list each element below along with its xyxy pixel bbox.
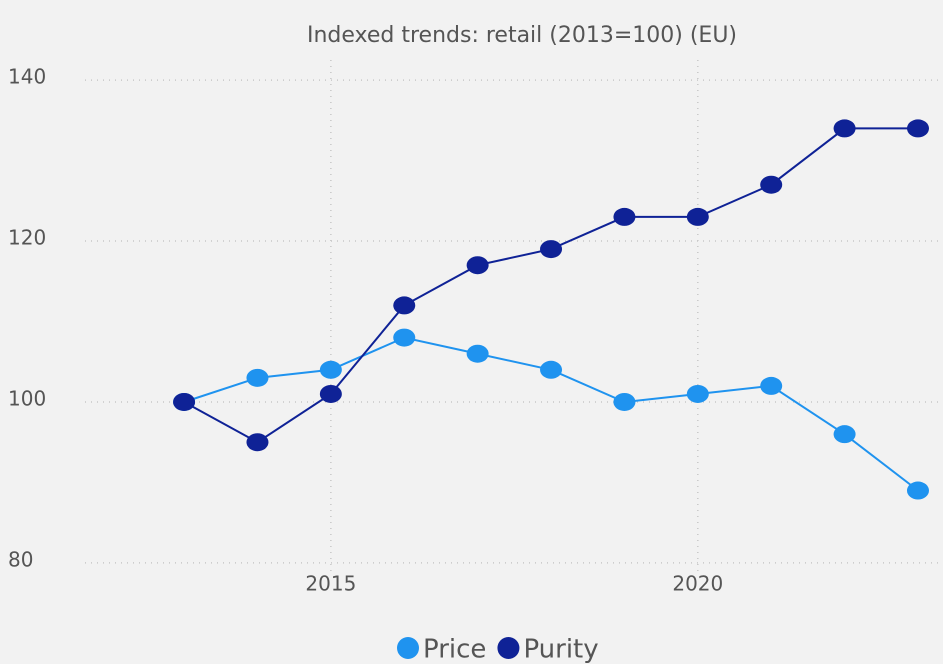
point <box>319 384 342 403</box>
point <box>613 207 636 226</box>
point <box>393 296 416 315</box>
chart-title: Indexed trends: retail (2013=100) (EU) <box>307 23 737 48</box>
point <box>393 328 416 347</box>
point <box>613 392 636 411</box>
point <box>466 344 489 363</box>
point <box>833 425 856 444</box>
legend-label: Price <box>423 635 486 664</box>
x-tick-label: 2015 <box>305 572 356 596</box>
point <box>319 360 342 379</box>
point <box>466 256 489 275</box>
point <box>833 119 856 138</box>
legend-marker <box>497 637 520 659</box>
point <box>760 376 783 395</box>
point <box>246 433 269 452</box>
y-tick-label: 140 <box>8 65 46 89</box>
y-tick-label: 100 <box>8 386 46 410</box>
y-tick-label: 120 <box>8 226 46 250</box>
point <box>540 240 563 259</box>
point <box>686 384 709 403</box>
point <box>906 481 929 500</box>
point <box>246 368 269 387</box>
point <box>173 392 196 411</box>
x-tick-label: 2020 <box>672 572 723 596</box>
point <box>686 207 709 226</box>
y-tick-label: 80 <box>8 547 33 571</box>
legend-marker <box>397 637 419 659</box>
legend-label: Purity <box>523 635 598 664</box>
point <box>540 360 563 379</box>
point <box>906 119 929 138</box>
point <box>760 175 783 194</box>
